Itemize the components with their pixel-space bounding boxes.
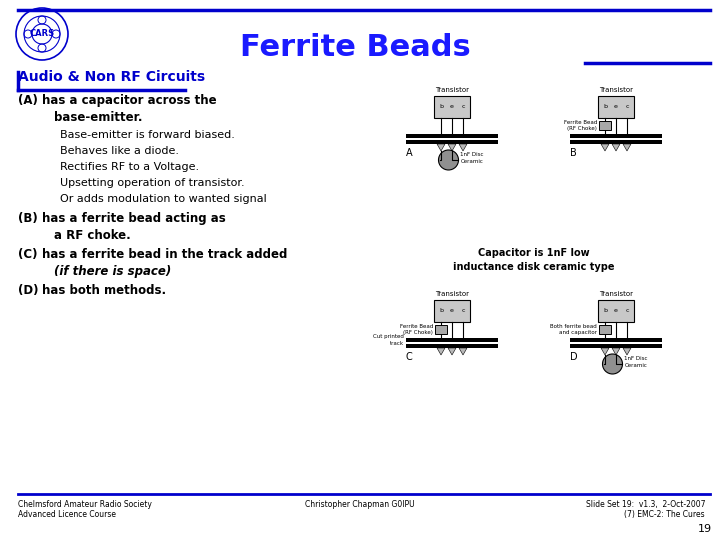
Text: 1nF Disc
Ceramic: 1nF Disc Ceramic xyxy=(461,152,484,164)
Text: Ferrite Bead
(RF Choke): Ferrite Bead (RF Choke) xyxy=(400,324,433,335)
Text: (B): (B) xyxy=(18,212,37,225)
Polygon shape xyxy=(437,348,445,355)
Text: c: c xyxy=(462,105,464,110)
Text: (D): (D) xyxy=(18,284,38,297)
Polygon shape xyxy=(623,144,631,151)
Bar xyxy=(435,325,447,334)
Bar xyxy=(406,338,498,342)
Text: Christopher Chapman G0IPU: Christopher Chapman G0IPU xyxy=(305,500,415,509)
Circle shape xyxy=(438,150,459,170)
Text: b: b xyxy=(439,308,443,314)
Text: a RF choke.: a RF choke. xyxy=(54,229,131,242)
Text: (if there is space): (if there is space) xyxy=(54,265,171,278)
Text: b: b xyxy=(439,105,443,110)
Bar xyxy=(570,338,662,342)
Polygon shape xyxy=(601,144,609,151)
Text: e: e xyxy=(614,308,618,314)
Polygon shape xyxy=(459,348,467,355)
Text: has a capacitor across the: has a capacitor across the xyxy=(42,94,217,107)
Bar xyxy=(406,134,498,138)
Text: Transistor: Transistor xyxy=(435,87,469,93)
Bar xyxy=(434,96,470,118)
Text: D: D xyxy=(570,352,577,362)
Text: e: e xyxy=(450,105,454,110)
Text: Chelmsford Amateur Radio Society: Chelmsford Amateur Radio Society xyxy=(18,500,152,509)
Text: Ferrite Bead
(RF Choke): Ferrite Bead (RF Choke) xyxy=(564,120,597,131)
Text: Rectifies RF to a Voltage.: Rectifies RF to a Voltage. xyxy=(60,162,199,172)
Text: Ferrite Beads: Ferrite Beads xyxy=(240,33,470,63)
Text: e: e xyxy=(614,105,618,110)
Polygon shape xyxy=(459,144,467,151)
Polygon shape xyxy=(612,348,620,355)
Text: Cut printed
track: Cut printed track xyxy=(373,334,404,346)
Text: Behaves like a diode.: Behaves like a diode. xyxy=(60,146,179,156)
Bar xyxy=(598,300,634,322)
Text: b: b xyxy=(603,105,607,110)
Text: Slide Set 19:  v1.3,  2-Oct-2007: Slide Set 19: v1.3, 2-Oct-2007 xyxy=(585,500,705,509)
Text: 19: 19 xyxy=(698,524,712,534)
Text: has both methods.: has both methods. xyxy=(42,284,166,297)
Bar xyxy=(599,121,611,130)
Text: base-emitter.: base-emitter. xyxy=(54,111,143,124)
Text: Audio & Non RF Circuits: Audio & Non RF Circuits xyxy=(18,70,205,84)
Text: (A): (A) xyxy=(18,94,38,107)
Text: (C): (C) xyxy=(18,248,37,261)
Text: 1nF Disc
Ceramic: 1nF Disc Ceramic xyxy=(624,356,648,368)
Text: has a ferrite bead in the track added: has a ferrite bead in the track added xyxy=(42,248,287,261)
Polygon shape xyxy=(437,144,445,151)
Bar xyxy=(570,134,662,138)
Text: (7) EMC-2: The Cures: (7) EMC-2: The Cures xyxy=(624,510,705,519)
Text: Both ferrite bead
and capacitor: Both ferrite bead and capacitor xyxy=(550,324,597,335)
Text: Advanced Licence Course: Advanced Licence Course xyxy=(18,510,116,519)
Polygon shape xyxy=(623,348,631,355)
Text: B: B xyxy=(570,148,577,158)
Bar xyxy=(434,300,470,322)
Text: Transistor: Transistor xyxy=(599,291,633,297)
Text: e: e xyxy=(450,308,454,314)
Bar xyxy=(570,140,662,144)
Bar xyxy=(599,325,611,334)
Text: has a ferrite bead acting as: has a ferrite bead acting as xyxy=(42,212,226,225)
Text: c: c xyxy=(462,308,464,314)
Text: c: c xyxy=(625,308,629,314)
Bar xyxy=(598,96,634,118)
Polygon shape xyxy=(601,348,609,355)
Text: Base-emitter is forward biased.: Base-emitter is forward biased. xyxy=(60,130,235,140)
Polygon shape xyxy=(448,144,456,151)
Text: CARS: CARS xyxy=(30,30,55,38)
Bar xyxy=(570,344,662,348)
Text: Or adds modulation to wanted signal: Or adds modulation to wanted signal xyxy=(60,194,266,204)
Circle shape xyxy=(603,354,623,374)
Text: c: c xyxy=(625,105,629,110)
Text: A: A xyxy=(406,148,413,158)
Text: Transistor: Transistor xyxy=(435,291,469,297)
Bar xyxy=(406,140,498,144)
Text: Capacitor is 1nF low
inductance disk ceramic type: Capacitor is 1nF low inductance disk cer… xyxy=(454,248,615,272)
Bar xyxy=(406,344,498,348)
Text: Upsetting operation of transistor.: Upsetting operation of transistor. xyxy=(60,178,245,188)
Text: b: b xyxy=(603,308,607,314)
Text: C: C xyxy=(406,352,413,362)
Text: Transistor: Transistor xyxy=(599,87,633,93)
Polygon shape xyxy=(448,348,456,355)
Polygon shape xyxy=(612,144,620,151)
